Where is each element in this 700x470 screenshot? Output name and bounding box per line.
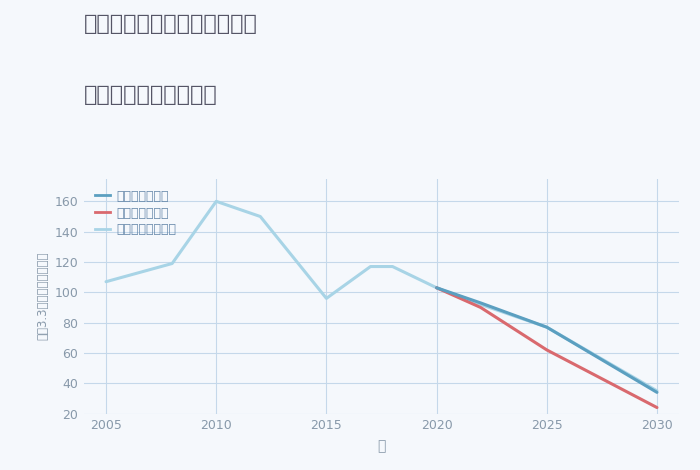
Text: 中古戸建ての価格推移: 中古戸建ての価格推移	[84, 85, 218, 105]
Y-axis label: 坪（3.3㎡）単価（万円）: 坪（3.3㎡）単価（万円）	[36, 252, 49, 340]
Text: 兵庫県神戸市垂水区五色山の: 兵庫県神戸市垂水区五色山の	[84, 14, 258, 34]
Legend: グッドシナリオ, バッドシナリオ, ノーマルシナリオ: グッドシナリオ, バッドシナリオ, ノーマルシナリオ	[90, 185, 181, 242]
X-axis label: 年: 年	[377, 439, 386, 453]
